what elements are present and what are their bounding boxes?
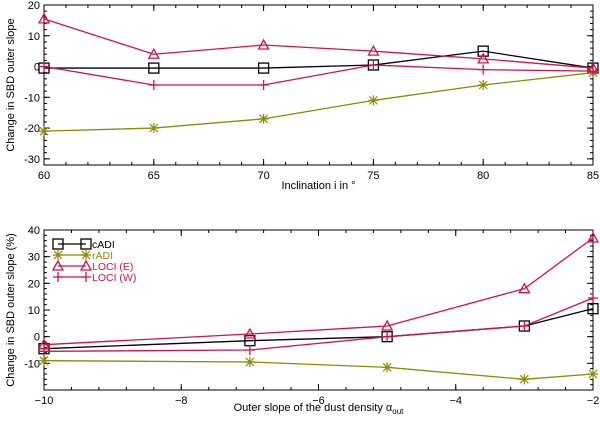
y-tick-label: -20: [24, 123, 40, 135]
legend-label: rADI: [92, 250, 113, 262]
y-axis-title: Change in SBD outer slope (%): [5, 233, 17, 386]
y-tick-label: 20: [28, 0, 40, 12]
series-loci-e: [37, 231, 600, 350]
x-tick-label: 60: [38, 170, 50, 182]
legend-marker: [81, 250, 91, 260]
series-radi: [39, 355, 598, 385]
data-point: [37, 12, 51, 24]
legend-marker: [52, 238, 64, 250]
data-point: [518, 282, 531, 294]
legend-label: LOCI (W): [92, 272, 136, 284]
data-point: [148, 62, 160, 74]
series-loci-w: [39, 293, 598, 357]
data-point: [519, 374, 530, 385]
plot-frame: [43, 229, 594, 391]
x-axis-title: Outer slope of the dust density αout: [234, 402, 405, 416]
legend-marker: [51, 259, 65, 271]
data-point: [258, 113, 269, 124]
data-point: [519, 321, 530, 331]
data-point: [588, 293, 598, 303]
data-point: [148, 80, 159, 90]
x-axis-title: Inclination i in °: [281, 180, 355, 192]
data-point: [478, 64, 489, 75]
series-cadi: [38, 303, 599, 355]
data-point: [588, 369, 598, 379]
x-tick-label: −4: [449, 395, 462, 407]
series-radi: [39, 67, 598, 137]
data-point: [244, 357, 255, 367]
x-tick-label: 75: [367, 170, 379, 182]
series-line: [43, 64, 594, 86]
data-point: [478, 80, 489, 90]
data-point: [477, 45, 489, 57]
series-line: [43, 72, 594, 132]
plot-frame: [43, 4, 594, 166]
legend-marker: [79, 259, 93, 271]
data-point: [586, 231, 600, 243]
data-point: [147, 47, 160, 59]
legend-marker: [53, 272, 63, 282]
y-tick-label: 0: [34, 332, 40, 344]
series-line: [43, 360, 594, 380]
x-tick-label: −2: [587, 395, 600, 407]
series-line: [43, 237, 594, 346]
data-point: [243, 327, 256, 339]
data-point: [381, 319, 394, 331]
data-point: [257, 38, 270, 50]
y-tick-label: -10: [24, 92, 40, 104]
chart-panel-2: −10 −8 −6 −4 −2 -10 0 10 20 30 40 Outer slope of th…: [5, 225, 599, 416]
y-tick-label: -10: [24, 358, 40, 370]
data-point: [257, 62, 270, 74]
y-tick-label: 10: [28, 31, 40, 43]
series-line: [43, 297, 594, 352]
data-point: [39, 61, 49, 72]
y-tick-label: 0: [34, 62, 40, 74]
x-tick-label: 85: [587, 170, 599, 182]
y-tick-label: 30: [28, 252, 40, 264]
legend-marker: [81, 272, 91, 282]
data-point: [587, 303, 599, 315]
data-point: [382, 362, 393, 373]
legend-label: LOCI (E): [92, 261, 133, 273]
x-tick-label: −8: [175, 395, 188, 407]
data-point: [367, 44, 380, 56]
y-tick-label: 20: [28, 278, 40, 290]
data-point: [148, 123, 159, 134]
data-point: [588, 66, 598, 77]
legend-label: cADI: [92, 239, 115, 251]
x-tick-label: 80: [477, 170, 489, 182]
data-point: [39, 355, 49, 366]
y-tick-label: -30: [24, 154, 40, 166]
data-point: [382, 331, 393, 342]
x-tick-label: −6: [312, 395, 325, 407]
y-tick-label: 10: [28, 305, 40, 317]
data-point: [368, 60, 379, 70]
data-point: [39, 346, 49, 357]
data-point: [244, 345, 255, 355]
x-tick-label: 70: [257, 170, 269, 182]
legend-marker: [80, 238, 92, 250]
data-point: [477, 52, 490, 64]
data-point: [39, 126, 49, 137]
data-point: [258, 80, 269, 90]
data-point: [368, 95, 379, 106]
series-loci-w: [39, 60, 598, 90]
series-line: [43, 308, 594, 350]
legend-marker: [53, 250, 63, 260]
series-loci-e: [37, 12, 600, 73]
x-tick-label: −10: [35, 395, 54, 407]
chart-panel-1: 60 65 70 75 80 85 -30 -20 -10 0 10 20 Inclination i …: [5, 0, 599, 192]
y-tick-label: 40: [28, 225, 40, 237]
series-cadi: [38, 45, 599, 74]
series-line: [43, 18, 594, 69]
x-tick-label: 65: [148, 170, 160, 182]
series-line: [44, 50, 594, 69]
y-axis-title: Change in SBD outer slope: [5, 18, 17, 151]
